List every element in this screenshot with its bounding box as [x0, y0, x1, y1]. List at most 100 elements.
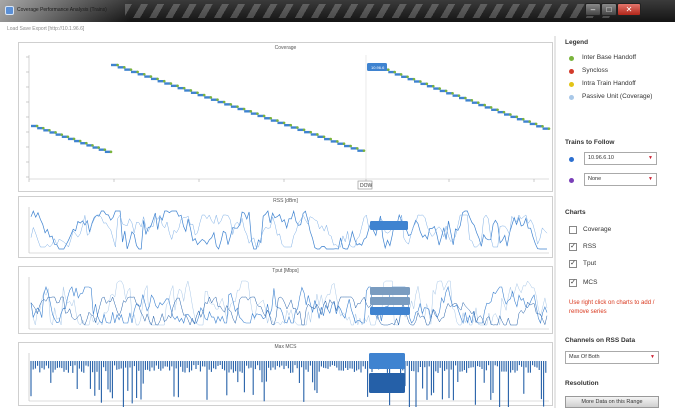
coverage-handoff-point: [216, 98, 219, 102]
sidebar: Legend Inter Base Handoff Syncloss Intra…: [556, 36, 670, 410]
checkbox[interactable]: [569, 226, 577, 234]
rss-line-secondary: [30, 214, 548, 248]
checkbox[interactable]: ✓: [569, 279, 577, 287]
caret-down-icon: ▼: [648, 155, 653, 161]
window-title: Coverage Performance Analysis (Trains): [17, 7, 107, 13]
coverage-handoff-point: [66, 135, 70, 139]
coverage-handoff-point: [78, 139, 82, 143]
coverage-handoff-point: [464, 96, 467, 100]
splitter[interactable]: [554, 36, 556, 408]
resolution-title: Resolution: [565, 380, 599, 387]
more-data-button[interactable]: More Data on this Range: [565, 396, 659, 408]
coverage-handoff-point: [356, 147, 359, 150]
coverage-handoff-point: [276, 119, 279, 122]
maximize-button[interactable]: □: [601, 3, 617, 16]
hint-text: Use right click on charts to add / remov…: [569, 300, 655, 315]
train-row-2: None ▼: [569, 173, 659, 187]
coverage-handoff-point: [349, 144, 352, 148]
train-select-2[interactable]: None ▼: [584, 173, 657, 186]
coverage-handoff-point: [483, 103, 487, 107]
tput-chart-panel[interactable]: Tput [Mbps]: [18, 266, 553, 334]
coverage-handoff-point: [222, 100, 226, 104]
tput-chart[interactable]: [19, 267, 554, 335]
coverage-handoff-point: [42, 126, 45, 130]
title-bar[interactable]: Coverage Performance Analysis (Trains) –…: [0, 0, 675, 22]
coverage-handoff-point: [386, 68, 390, 72]
coverage-handoff-point: [296, 126, 299, 129]
rss-chart[interactable]: [19, 197, 554, 259]
coverage-handoff-point: [129, 68, 133, 71]
coverage-handoff-point: [476, 101, 480, 105]
coverage-handoff-point: [269, 116, 273, 120]
coverage-handoff-point: [502, 110, 506, 114]
coverage-handoff-point: [302, 128, 306, 132]
minimize-button[interactable]: –: [585, 3, 601, 16]
coverage-handoff-point: [85, 141, 88, 145]
coverage-handoff-point: [496, 108, 499, 112]
coverage-handoff-point: [451, 91, 454, 95]
coverage-handoff-point: [136, 70, 139, 74]
mcs-chart-panel[interactable]: Max MCS: [18, 342, 554, 407]
toolbar-menu[interactable]: Load Save Export [http://10.1.96.6]: [7, 26, 85, 32]
coverage-handoff-point: [528, 120, 532, 123]
mcs-chart[interactable]: [19, 343, 554, 407]
coverage-handoff-point: [156, 77, 159, 81]
coverage-handoff-point: [236, 105, 239, 108]
trains-title: Trains to Follow: [565, 139, 615, 146]
tput-tooltip-3: [370, 307, 410, 315]
coverage-handoff-point: [116, 63, 119, 67]
tput-tooltip-2: [370, 297, 410, 305]
coverage-handoff-point: [282, 121, 286, 125]
legend-dot-icon: [569, 95, 574, 100]
coverage-handoff-point: [262, 114, 266, 118]
coverage-handoff-point: [249, 110, 253, 113]
coverage-handoff-point: [48, 129, 51, 132]
coverage-handoff-point: [202, 93, 206, 97]
coverage-handoff-point: [182, 86, 186, 90]
coverage-chart-title: Coverage: [274, 45, 297, 51]
coverage-handoff-point: [54, 131, 57, 134]
coverage-handoff-point: [329, 137, 333, 141]
coverage-handoff-point: [316, 133, 319, 136]
legend-dot-icon: [569, 82, 574, 87]
coverage-handoff-point: [97, 146, 100, 149]
channel-select[interactable]: Max Of Both ▼: [565, 351, 659, 364]
coverage-handoff-point: [123, 66, 126, 69]
svg-text:10.96.6: 10.96.6: [371, 65, 385, 70]
caret-down-icon: ▼: [648, 176, 653, 182]
coverage-handoff-point: [256, 112, 259, 115]
maximize-icon: □: [606, 5, 612, 14]
train-color-icon: [569, 157, 574, 162]
rss-tooltip: [370, 221, 408, 230]
train-select-1[interactable]: 10.96.6.10 ▼: [584, 152, 657, 165]
minimize-icon: –: [590, 5, 596, 14]
coverage-chart-panel[interactable]: Coverage 10.96.6 DOW: [18, 42, 553, 192]
train-color-icon: [569, 178, 574, 183]
coverage-handoff-point: [162, 79, 166, 83]
coverage-handoff-point: [72, 137, 76, 141]
coverage-handoff-point: [399, 73, 403, 76]
checkbox[interactable]: ✓: [569, 243, 577, 251]
rss-chart-panel[interactable]: RSS [dBm]: [18, 196, 553, 258]
mcs-tooltip-2: [369, 373, 405, 393]
channels-title: Channels on RSS Data: [565, 337, 636, 344]
coverage-handoff-point: [419, 80, 422, 83]
coverage-handoff-point: [438, 87, 442, 90]
coverage-handoff-point: [509, 113, 512, 116]
close-icon: ✕: [625, 5, 633, 14]
mcs-chart-title: Max MCS: [274, 344, 297, 350]
coverage-handoff-point: [169, 82, 173, 85]
coverage-handoff-point: [91, 144, 94, 147]
close-button[interactable]: ✕: [617, 3, 641, 16]
tput-tooltip-1: [370, 287, 410, 295]
checkbox[interactable]: ✓: [569, 260, 577, 268]
coverage-x-marker[interactable]: [357, 180, 373, 190]
mcs-tooltip-1: [369, 353, 405, 369]
coverage-chart[interactable]: 10.96.6 DOW: [19, 43, 554, 193]
coverage-handoff-point: [431, 84, 435, 88]
coverage-handoff-point: [209, 96, 213, 99]
legend-title: Legend: [565, 39, 589, 46]
coverage-handoff-point: [489, 106, 493, 109]
tput-line-1: [30, 280, 548, 326]
